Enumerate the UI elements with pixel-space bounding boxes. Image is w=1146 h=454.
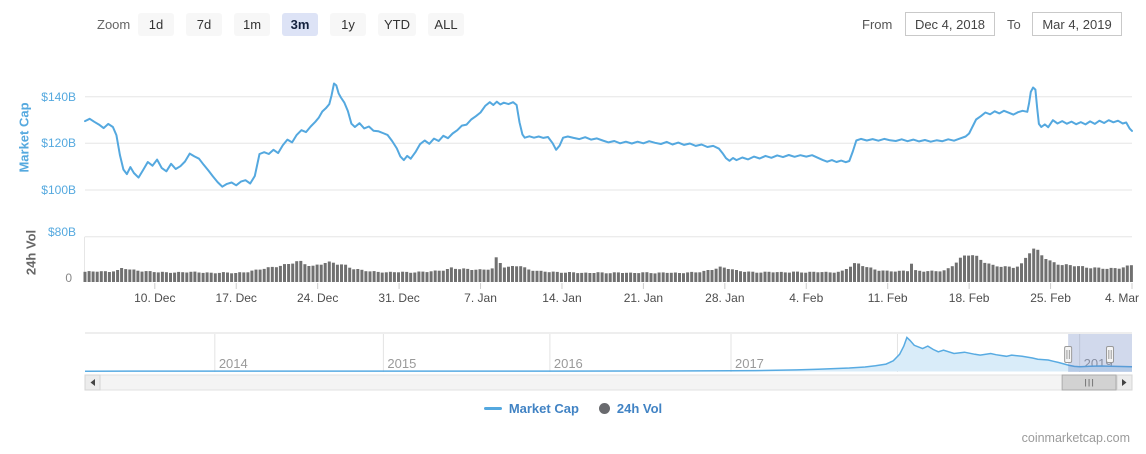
zoom-label: Zoom: [97, 17, 131, 32]
legend-item-24h-vol[interactable]: 24h Vol: [598, 401, 663, 416]
navigator-area: [85, 337, 1132, 372]
market-cap-series: [84, 82, 1133, 188]
from-label: From: [862, 17, 893, 32]
svg-text:11. Feb: 11. Feb: [868, 291, 908, 305]
legend-market-cap-label: Market Cap: [508, 401, 579, 416]
svg-text:18. Feb: 18. Feb: [949, 291, 990, 305]
to-date-input[interactable]: [1032, 12, 1122, 36]
navigator-handle-right[interactable]: [1106, 346, 1115, 363]
scrollbar[interactable]: [84, 374, 1133, 391]
from-date-input[interactable]: [905, 12, 995, 36]
svg-text:2015: 2015: [387, 356, 416, 371]
svg-text:17. Dec: 17. Dec: [216, 291, 257, 305]
range-buttons: 1d 7d 1m 3m 1y YTD ALL: [138, 13, 464, 36]
zoom-button-1d[interactable]: 1d: [138, 13, 174, 36]
zoom-button-ytd[interactable]: YTD: [378, 13, 416, 36]
svg-text:4. Feb: 4. Feb: [789, 291, 823, 305]
ytick-140b: $140B: [41, 90, 76, 104]
svg-text:14. Jan: 14. Jan: [542, 291, 581, 305]
navigator-selection[interactable]: [1068, 334, 1132, 372]
zoom-button-3m[interactable]: 3m: [282, 13, 318, 36]
scrollbar-thumb[interactable]: [1061, 374, 1117, 391]
svg-text:2016: 2016: [554, 356, 583, 371]
zoom-button-all[interactable]: ALL: [428, 13, 464, 36]
svg-text:4. Mar: 4. Mar: [1105, 291, 1139, 305]
svg-text:25. Feb: 25. Feb: [1030, 291, 1071, 305]
svg-text:10. Dec: 10. Dec: [134, 291, 175, 305]
zoom-button-1y[interactable]: 1y: [330, 13, 366, 36]
market-cap-line-marker-icon: [483, 407, 502, 410]
zoom-button-7d[interactable]: 7d: [186, 13, 222, 36]
x-axis-ticks: 10. Dec 17. Dec 24. Dec 31. Dec 7. Jan 14. Ja…: [134, 283, 1139, 305]
svg-text:31. Dec: 31. Dec: [378, 291, 419, 305]
ytick-100b: $100B: [41, 183, 76, 197]
svg-text:28. Jan: 28. Jan: [705, 291, 744, 305]
scrollbar-left-arrow[interactable]: [84, 374, 101, 391]
scrollbar-track[interactable]: [84, 374, 1133, 391]
ytick-120b: $120B: [41, 136, 76, 150]
svg-text:7. Jan: 7. Jan: [464, 291, 497, 305]
svg-text:21. Jan: 21. Jan: [624, 291, 663, 305]
to-label: To: [1007, 17, 1021, 32]
watermark: coinmarketcap.com: [1021, 431, 1130, 445]
volume-series: [83, 248, 1133, 282]
navigator-line: [84, 336, 1133, 372]
svg-text:24. Dec: 24. Dec: [297, 291, 338, 305]
zoom-button-1m[interactable]: 1m: [234, 13, 270, 36]
ytick-80b: $80B: [47, 225, 76, 239]
svg-text:2014: 2014: [219, 356, 248, 371]
navigator-handle-left[interactable]: [1064, 346, 1073, 363]
main-gridlines: [84, 96, 1132, 282]
legend-item-market-cap[interactable]: Market Cap: [483, 401, 579, 416]
scrollbar-right-arrow[interactable]: [1116, 374, 1133, 391]
legend-24h-vol-label: 24h Vol: [616, 401, 663, 416]
svg-text:2017: 2017: [735, 356, 764, 371]
chart-legend: Market Cap 24h Vol: [0, 401, 1146, 416]
navigator[interactable]: 201420152016201720182019: [84, 332, 1133, 372]
ytick-vol-zero: 0: [65, 271, 72, 285]
volume-dot-marker-icon: [598, 403, 610, 414]
